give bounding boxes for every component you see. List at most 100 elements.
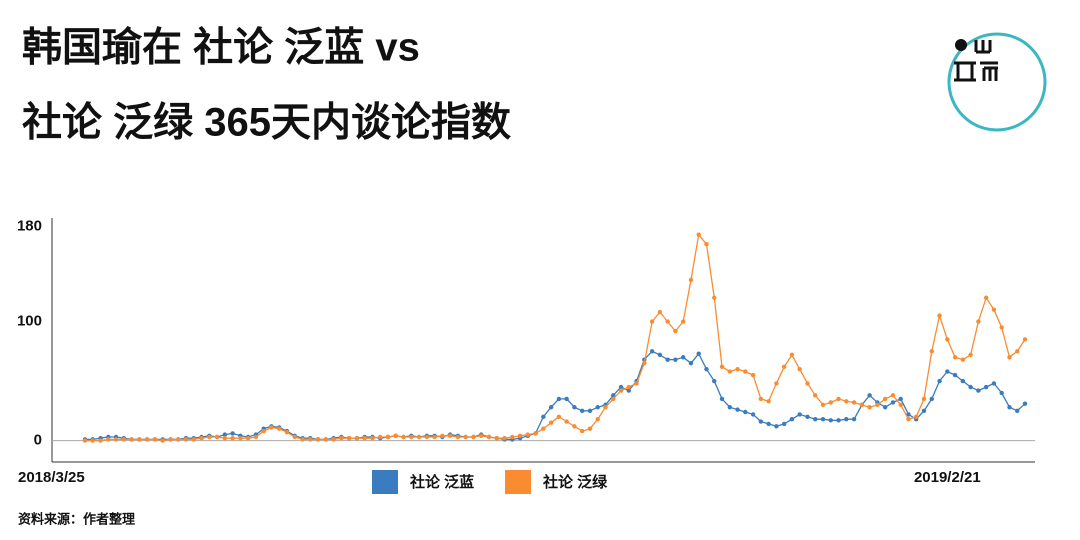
data-point: [238, 435, 243, 441]
data-point: [805, 381, 810, 386]
data-point: [517, 433, 523, 439]
data-point: [704, 241, 709, 247]
data-point: [750, 412, 756, 417]
data-point: [836, 418, 841, 423]
data-point: [611, 393, 616, 398]
data-point: [176, 437, 181, 442]
data-point: [735, 366, 740, 372]
chart-title: 韩国瑜在 社论 泛蓝 vs: [22, 26, 420, 70]
data-point: [898, 402, 903, 408]
data-point: [90, 438, 95, 443]
legend-swatch: [505, 470, 531, 494]
data-point: [882, 396, 888, 402]
data-point: [525, 432, 531, 437]
data-point: [82, 438, 88, 443]
data-point: [611, 396, 616, 402]
data-point: [921, 408, 927, 414]
data-point: [945, 369, 950, 374]
data-point: [673, 357, 678, 362]
y-tick-label: 100: [17, 313, 42, 330]
data-point: [1007, 355, 1012, 360]
data-point: [269, 425, 274, 430]
logo-ring: [947, 32, 1047, 132]
data-point: [183, 437, 189, 442]
data-point: [230, 431, 235, 436]
data-point: [890, 393, 896, 398]
data-point: [121, 437, 127, 442]
data-point: [207, 434, 212, 440]
data-point: [649, 319, 655, 324]
data-point: [595, 405, 600, 410]
data-point: [797, 412, 802, 417]
data-point: [727, 405, 732, 410]
data-point: [409, 434, 414, 440]
data-point: [308, 437, 313, 442]
data-point: [688, 277, 694, 283]
data-point: [937, 378, 942, 384]
data-point: [937, 313, 942, 318]
data-point: [712, 378, 717, 384]
data-point: [673, 328, 678, 334]
data-point: [991, 381, 997, 386]
data-point: [579, 428, 585, 434]
data-point: [743, 409, 748, 415]
data-point: [968, 384, 973, 390]
data-point: [712, 295, 717, 300]
data-point: [983, 384, 989, 390]
data-point: [781, 364, 787, 369]
data-point: [665, 357, 670, 362]
data-point: [968, 352, 973, 358]
data-point: [463, 434, 468, 440]
data-point: [851, 416, 857, 422]
data-point: [851, 400, 857, 405]
data-point: [719, 396, 725, 402]
data-point: [999, 325, 1004, 330]
data-point: [129, 437, 134, 442]
data-point: [432, 434, 437, 440]
logo-glyph: [954, 40, 998, 82]
data-point: [976, 388, 981, 393]
data-point: [401, 434, 406, 440]
data-point: [914, 414, 919, 419]
data-point: [649, 349, 655, 354]
data-point: [867, 393, 872, 398]
data-point: [478, 433, 484, 439]
data-point: [750, 372, 756, 378]
data-point: [222, 432, 228, 437]
data-point: [983, 295, 989, 300]
data-point: [960, 357, 966, 362]
data-point: [657, 352, 663, 358]
data-point: [1015, 349, 1020, 354]
data-point: [688, 361, 694, 366]
data-point: [836, 396, 841, 402]
data-point: [548, 420, 554, 425]
logo: [947, 32, 1047, 132]
data-point: [859, 402, 865, 408]
data-point: [378, 434, 383, 440]
data-point: [533, 431, 538, 436]
data-point: [735, 407, 740, 412]
data-point: [719, 364, 725, 369]
y-tick-label: 0: [34, 432, 42, 449]
data-point: [300, 437, 305, 442]
data-point: [245, 435, 251, 441]
data-point: [572, 405, 577, 410]
data-point: [486, 434, 492, 440]
data-point: [494, 435, 499, 441]
data-point: [1007, 405, 1012, 410]
data-point: [455, 434, 461, 440]
logo-dot: [955, 39, 967, 51]
data-point: [253, 434, 259, 440]
data-point: [642, 361, 647, 366]
chart-subtitle: 社论 泛绿 365天内谈论指数: [22, 101, 511, 145]
data-point: [991, 307, 997, 312]
data-point: [665, 319, 670, 324]
data-point: [781, 421, 787, 427]
legend-swatch: [372, 470, 398, 494]
x-tick-label: 2018/3/25: [18, 469, 85, 486]
data-point: [587, 408, 593, 414]
data-point: [844, 416, 849, 422]
data-point: [564, 396, 569, 402]
data-point: [805, 414, 810, 419]
